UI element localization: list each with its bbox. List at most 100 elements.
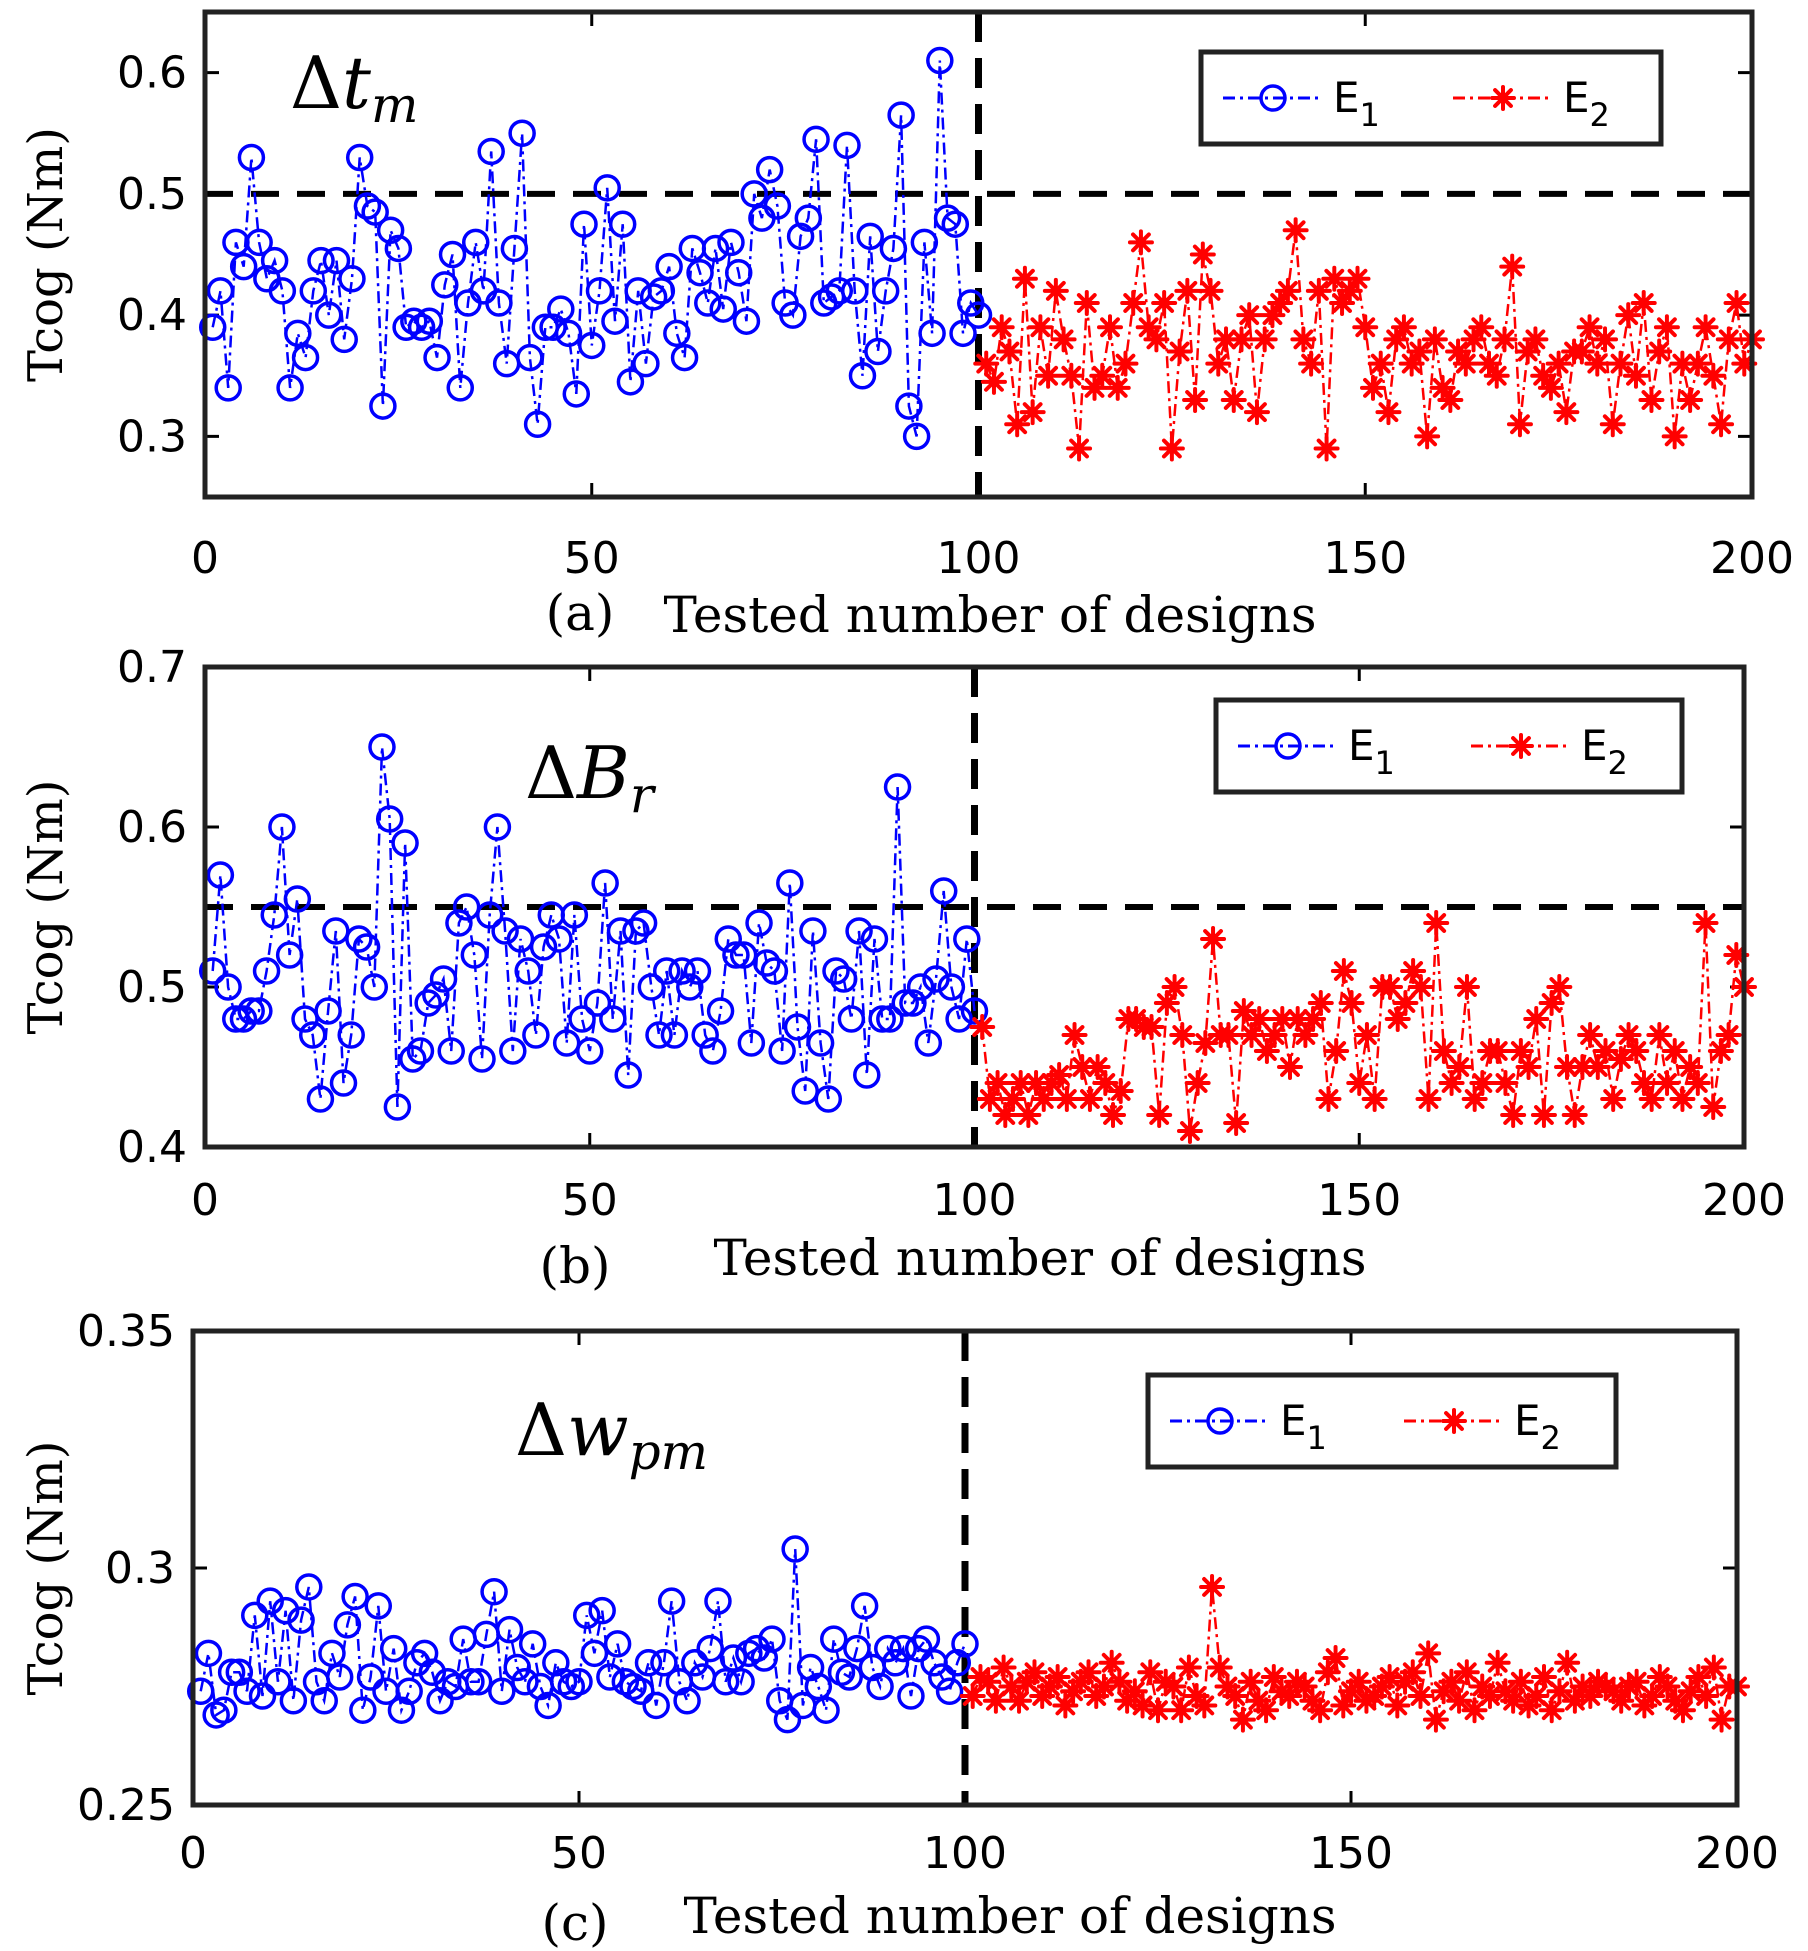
data-point-e2 (1161, 974, 1188, 1000)
data-point-e1 (860, 925, 889, 953)
data-point-e2 (1492, 1070, 1519, 1096)
data-point-e1 (627, 1677, 655, 1705)
data-point-e2 (1146, 1102, 1173, 1128)
data-point-e1 (596, 1663, 624, 1691)
series-line-e2 (980, 922, 1746, 1132)
annotation-label: Δtm (290, 41, 418, 134)
data-point-e2 (1468, 314, 1495, 341)
data-point-e1 (835, 1663, 863, 1691)
data-point-e1 (593, 174, 621, 202)
y-tick-label: 0.6 (117, 802, 187, 853)
data-point-e2 (1205, 350, 1232, 377)
annotation-var: w (567, 1388, 629, 1472)
data-point-e2 (999, 1086, 1026, 1112)
data-point-e2 (1276, 1054, 1303, 1080)
data-point-e1 (461, 228, 490, 257)
data-point-e1 (446, 374, 475, 402)
data-point-e1 (291, 343, 320, 372)
data-point-e2 (1042, 277, 1069, 304)
data-point-e1 (268, 813, 296, 841)
data-point-e2 (1452, 350, 1479, 377)
data-point-e1 (895, 392, 923, 420)
data-point-e2 (1584, 1054, 1611, 1080)
data-point-e1 (781, 1535, 809, 1563)
series-e1 (198, 46, 993, 451)
data-point-e1 (647, 277, 676, 305)
data-point-e2 (1052, 1692, 1079, 1719)
data-point-e2 (1129, 1692, 1156, 1719)
data-point-e1 (668, 957, 696, 985)
data-point-e1 (368, 733, 396, 761)
data-point-e1 (539, 313, 567, 341)
y-tick-label: 0.25 (77, 1780, 175, 1831)
data-point-e1 (518, 1630, 547, 1658)
data-point-e2 (1592, 1673, 1619, 1700)
data-point-e2 (1554, 1649, 1581, 1676)
legend: E1 E2 (1145, 1372, 1619, 1470)
data-point-e2 (1615, 302, 1642, 329)
data-point-e2 (1291, 1673, 1318, 1700)
data-point-e2 (1174, 277, 1201, 304)
x-tick-label: 150 (1323, 533, 1407, 584)
data-point-e1 (271, 1596, 300, 1625)
data-point-e2 (1600, 1086, 1627, 1112)
data-point-e2 (1638, 387, 1665, 413)
x-tick-label: 200 (1695, 1828, 1779, 1879)
data-point-e1 (352, 933, 381, 961)
data-point-e1 (464, 1668, 493, 1696)
data-point-e2 (1545, 350, 1572, 377)
panel-label: (c) (541, 1894, 608, 1951)
data-point-e2 (1030, 1086, 1057, 1112)
data-point-e2 (1106, 1668, 1133, 1695)
data-point-e2 (1330, 1692, 1357, 1719)
data-point-e2 (1507, 1038, 1534, 1064)
x-tick-label: 50 (562, 1175, 618, 1226)
data-point-e2 (1415, 1086, 1442, 1112)
data-point-e2 (1191, 1692, 1218, 1719)
data-point-e1 (709, 295, 737, 323)
data-point-e2 (1298, 350, 1325, 377)
data-point-e2 (1076, 1086, 1103, 1112)
data-point-e1 (341, 1582, 369, 1611)
data-point-e2 (1708, 411, 1735, 438)
data-point-e2 (1168, 1697, 1195, 1724)
data-point-e1 (660, 1021, 689, 1049)
data-point-e1 (260, 246, 289, 275)
data-point-e1 (850, 1592, 879, 1620)
series-line-e2 (985, 230, 1754, 449)
data-point-e1 (918, 319, 946, 348)
series-line-e1 (211, 60, 980, 437)
data-point-e1 (879, 234, 908, 263)
data-point-e1 (639, 283, 668, 311)
data-point-e2 (1607, 350, 1634, 377)
data-point-e2 (1236, 302, 1263, 329)
data-point-e1 (275, 941, 304, 969)
data-point-e2 (1731, 350, 1758, 377)
data-point-e2 (992, 1102, 1019, 1128)
x-axis-label: Tested number of designs (683, 1887, 1336, 1945)
data-point-e1 (937, 973, 966, 1001)
data-point-e1 (186, 1677, 215, 1705)
data-point-e2 (1222, 1682, 1249, 1709)
data-point-e2 (1143, 326, 1170, 353)
y-tick-label: 0.4 (117, 290, 187, 341)
data-point-e1 (768, 1037, 796, 1065)
data-point-e1 (845, 917, 873, 945)
data-point-e2 (1384, 1692, 1411, 1719)
data-point-e2 (1096, 314, 1123, 341)
data-point-e1 (214, 973, 242, 1001)
data-point-e1 (732, 307, 761, 335)
data-point-e2 (1692, 314, 1719, 341)
data-point-e1 (329, 1069, 358, 1097)
data-point-e2 (1345, 1668, 1372, 1695)
data-point-e2 (1243, 399, 1270, 426)
data-point-e2 (990, 1654, 1017, 1681)
data-point-e1 (194, 1639, 223, 1668)
data-point-e2 (1260, 1664, 1287, 1691)
data-point-e2 (1515, 1054, 1542, 1080)
data-point-e1 (306, 1085, 335, 1113)
annotation-symbol: Δ (290, 41, 342, 125)
data-point-e1 (384, 234, 413, 263)
data-point-e2 (1152, 1668, 1179, 1695)
data-point-e2 (1406, 338, 1433, 365)
